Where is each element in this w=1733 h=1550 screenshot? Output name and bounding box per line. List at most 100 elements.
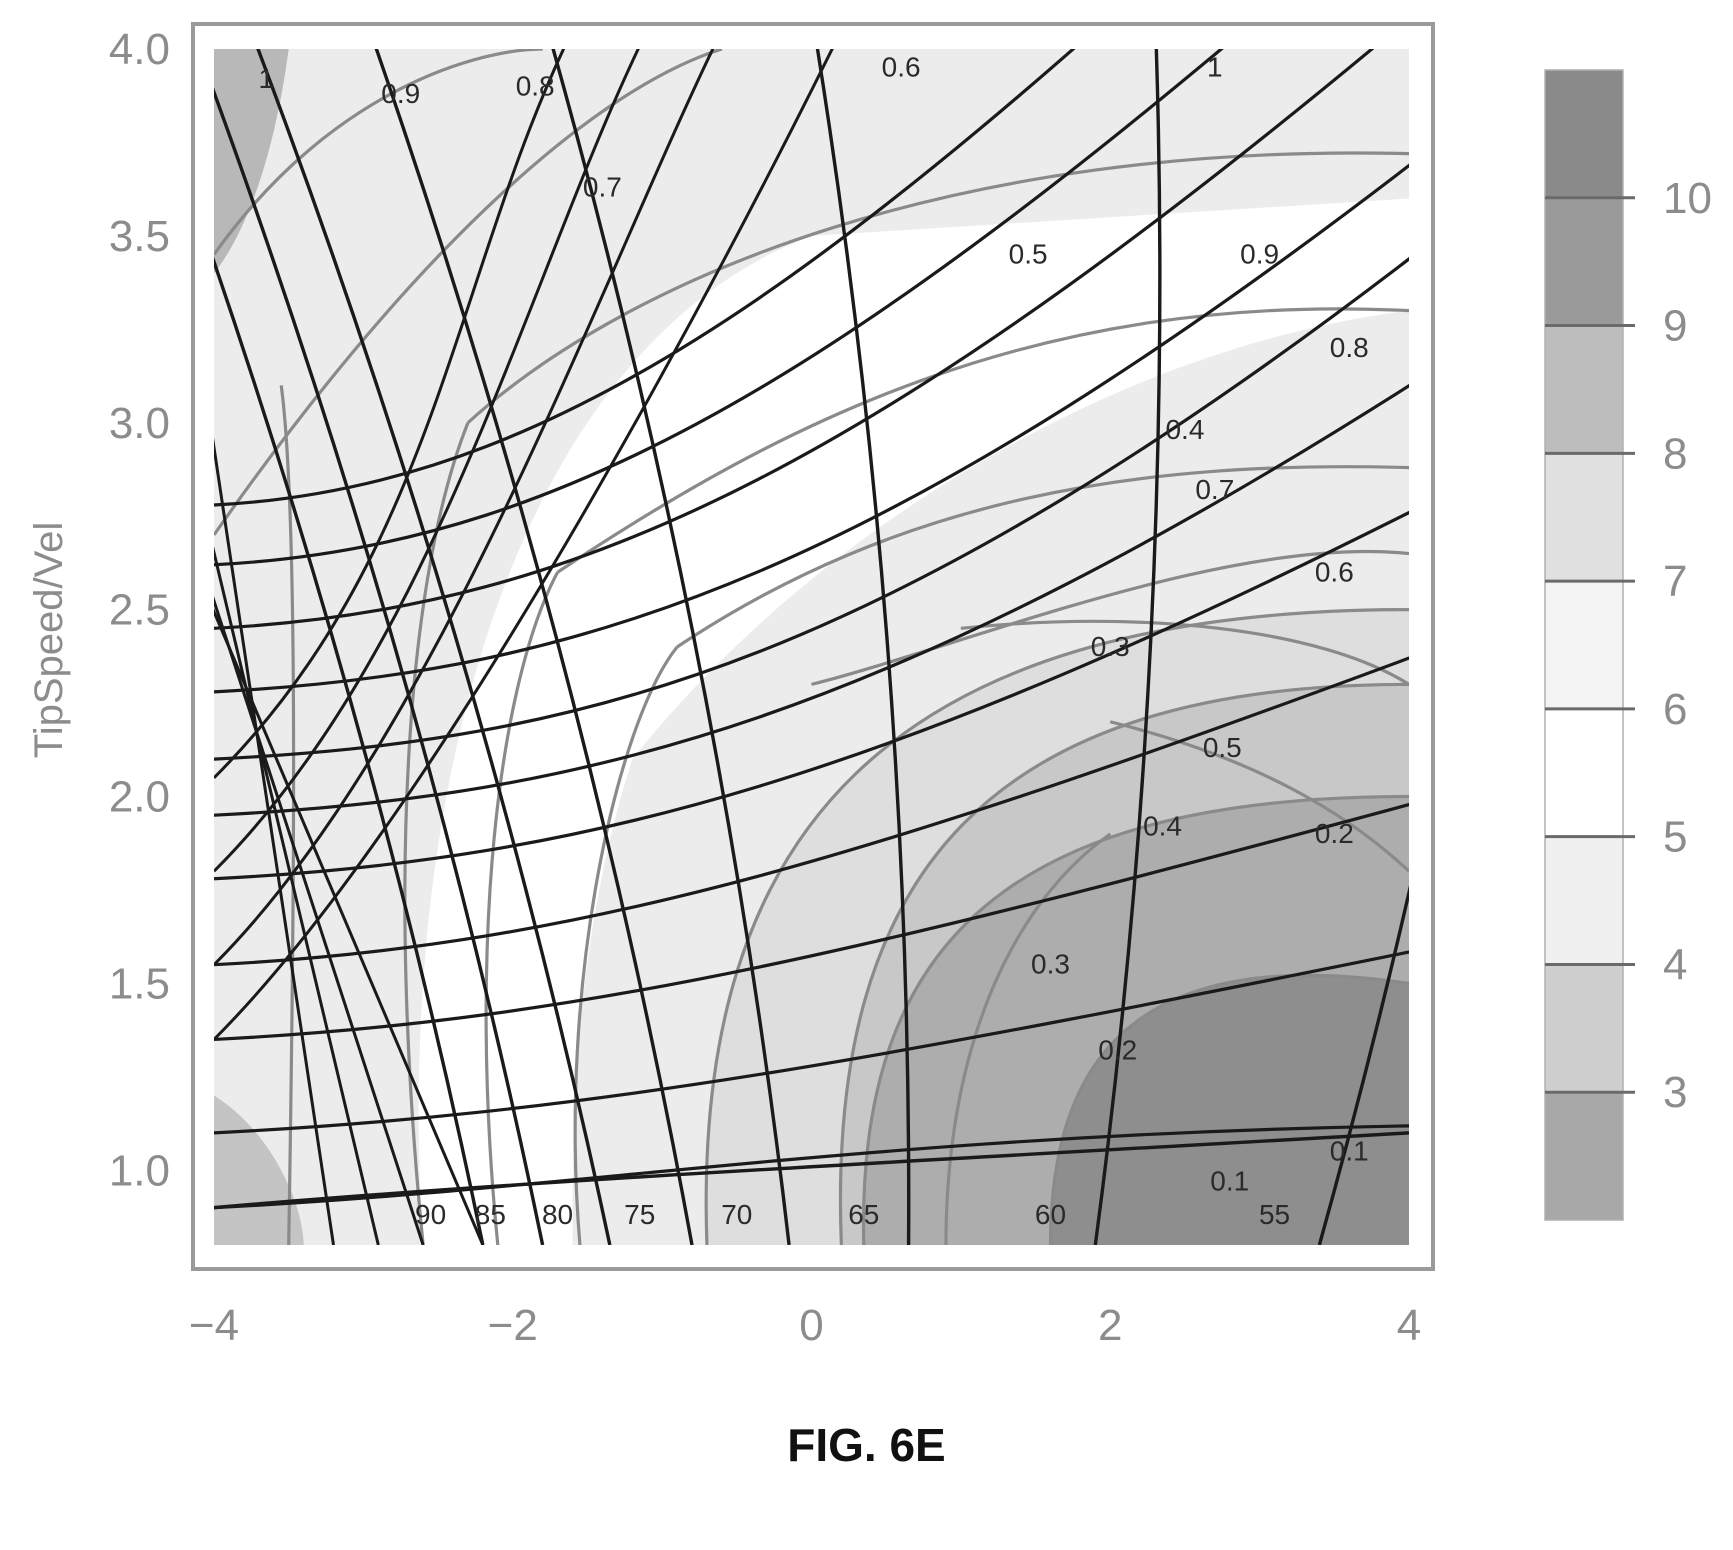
flow-label-5: 0.9 xyxy=(1240,239,1279,270)
y-tick-label: 3.5 xyxy=(109,212,170,261)
angle-contour-80 xyxy=(256,49,612,1245)
power-contour-rise-1 xyxy=(214,49,834,1041)
power-label-10: 0.1 xyxy=(1210,1165,1249,1196)
angle-contour-65 xyxy=(815,49,911,1245)
power-label-8: 0.2 xyxy=(1098,1035,1137,1066)
angle-label-70: 70 xyxy=(721,1199,752,1230)
angle-contour-extra-2 xyxy=(214,546,380,1245)
power-contour-2 xyxy=(214,950,1409,1135)
angle-label-75: 75 xyxy=(624,1199,655,1230)
y-tick-label: 1.0 xyxy=(109,1146,170,1195)
colorbar-band-4 xyxy=(1545,708,1623,837)
angle-contour-extra-4 xyxy=(214,607,485,1245)
colorbar-tick-label: 6 xyxy=(1663,685,1687,734)
power-contour-9 xyxy=(214,49,1375,630)
flow-label-1: 1 xyxy=(258,63,274,94)
black-contour-lines xyxy=(214,49,1409,1245)
gray-contour-lines xyxy=(214,49,1409,1245)
x-tick-label: 4 xyxy=(1397,1301,1421,1350)
gray-contour-3 xyxy=(484,571,559,1245)
gray-contour-9 xyxy=(214,49,543,256)
colorbar-frame xyxy=(1544,69,1624,1221)
colorbar-band-5 xyxy=(1545,581,1623,709)
power-label-7: 0.3 xyxy=(1031,949,1070,980)
region-corner-top-left xyxy=(214,49,289,274)
colorbar-tick-label: 9 xyxy=(1663,302,1687,351)
colorbar-tick-label: 4 xyxy=(1663,940,1687,989)
colorbar-band-3 xyxy=(1545,836,1623,965)
contour-labels: 90 85 80 75 70 65 60 55 1 0.9 0.8 0.7 0.9 0.8 0.7 0.6 0.… xyxy=(258,52,1369,1230)
power-label-6: 0.4 xyxy=(1143,810,1182,841)
gray-contour-7 xyxy=(861,794,1409,1245)
power-contour-8 xyxy=(214,163,1409,694)
power-label-4: 0.4 xyxy=(1165,414,1204,445)
figure-caption: FIG. 6E xyxy=(787,1419,946,1471)
colorbar-band-2 xyxy=(1545,964,1623,1093)
x-tick-label: −2 xyxy=(488,1301,538,1350)
region-level-10 xyxy=(1050,975,1409,1245)
angle-label-85: 85 xyxy=(475,1199,506,1230)
flow-label-9: 0.5 xyxy=(1203,732,1242,763)
angle-label-90: 90 xyxy=(415,1199,446,1230)
plot-frame xyxy=(191,22,1435,1271)
power-contour-3 xyxy=(214,802,1409,1042)
power-contour-base xyxy=(214,1131,1409,1210)
colorbar-band-1 xyxy=(1545,1092,1623,1220)
power-label-2: 1 xyxy=(1207,52,1223,83)
y-axis: 1.0 1.5 2.0 2.5 3.0 3.5 4.0 xyxy=(109,25,170,1195)
x-axis: −4 −2 0 2 4 xyxy=(189,1301,1421,1350)
gray-contour-6 xyxy=(838,682,1409,1245)
flow-label-7: 0.7 xyxy=(1195,474,1234,505)
colorbar-band-8 xyxy=(1545,197,1623,326)
power-contour-rise-3 xyxy=(214,49,640,873)
x-tick-label: 0 xyxy=(799,1301,823,1350)
y-tick-label: 3.0 xyxy=(109,399,170,448)
y-tick-label: 1.5 xyxy=(109,959,170,1008)
y-tick-label: 2.5 xyxy=(109,586,170,635)
colorbar-tick-label: 7 xyxy=(1663,557,1687,606)
flow-label-6: 0.8 xyxy=(1330,332,1369,363)
power-label-1: 0.6 xyxy=(882,52,921,83)
gray-contour-8 xyxy=(1048,973,1409,1245)
y-tick-label: 4.0 xyxy=(109,25,170,74)
gray-contour-13 xyxy=(676,465,1409,649)
gray-contour-2 xyxy=(403,422,470,1245)
gray-contour-12 xyxy=(556,307,1409,574)
colorbar-band-6 xyxy=(1545,453,1623,582)
y-axis-label: TipSpeed/Vel xyxy=(27,522,71,758)
flow-label-3: 0.8 xyxy=(516,70,555,101)
power-contour-rise-2 xyxy=(214,49,715,966)
angle-label-55: 55 xyxy=(1259,1199,1290,1230)
gray-contour-16 xyxy=(1109,720,1409,873)
region-level-6 xyxy=(418,198,1409,1245)
colorbar-tick-label: 8 xyxy=(1663,429,1687,478)
power-contour-11 xyxy=(214,49,1076,507)
x-tick-label: −4 xyxy=(189,1301,239,1350)
colorbar-band-9 xyxy=(1545,70,1623,198)
y-tick-label: 2.0 xyxy=(109,773,170,822)
flow-label-10: 0.2 xyxy=(1315,818,1354,849)
gray-contour-5 xyxy=(704,608,1409,1245)
angle-contour-60 xyxy=(1093,49,1162,1245)
flow-label-8: 0.6 xyxy=(1315,556,1354,587)
gray-contour-1 xyxy=(279,385,296,1245)
angle-contour-extra-1 xyxy=(214,437,335,1245)
colorbar-tick-label: 10 xyxy=(1663,174,1712,223)
colorbar-tick-label: 5 xyxy=(1663,813,1687,862)
gray-contour-11 xyxy=(466,151,1409,424)
angle-label-80: 80 xyxy=(542,1199,573,1230)
angle-contour-75 xyxy=(374,49,694,1245)
flow-label-2: 0.9 xyxy=(381,78,420,109)
flow-label-4: 0.7 xyxy=(583,171,622,202)
gray-contour-15 xyxy=(960,619,1409,686)
angle-label-65: 65 xyxy=(848,1199,879,1230)
power-label-5: 0.3 xyxy=(1091,631,1130,662)
power-contour-1 xyxy=(214,1124,1409,1210)
colorbar-tick-label: 3 xyxy=(1663,1068,1687,1117)
angle-label-60: 60 xyxy=(1035,1199,1066,1230)
power-contour-4 xyxy=(214,656,1409,967)
x-tick-label: 2 xyxy=(1098,1301,1122,1350)
power-contour-6 xyxy=(214,383,1409,817)
angle-contour-55 xyxy=(1317,884,1409,1245)
